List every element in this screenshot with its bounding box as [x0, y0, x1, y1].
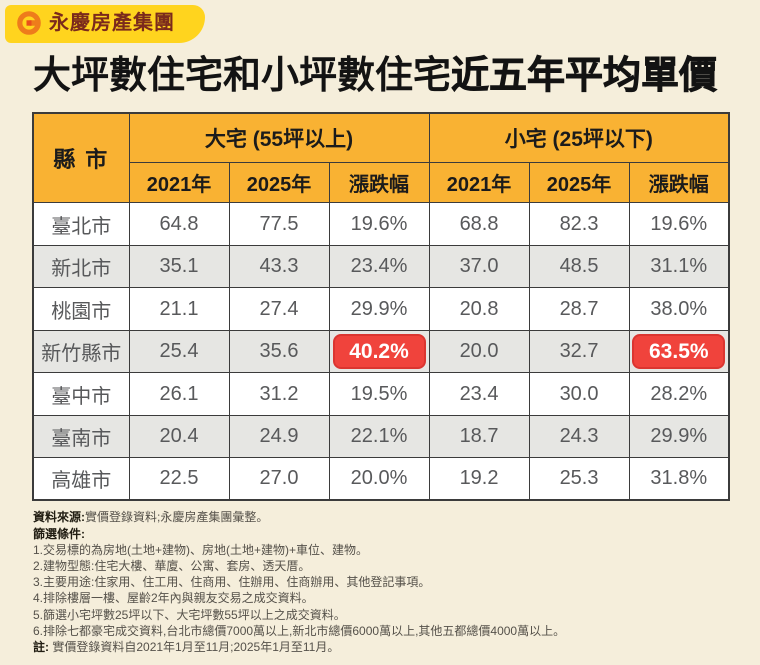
note-source: 資料來源:實價登錄資料;永慶房產集團彙整。: [33, 509, 727, 525]
table-row-taichung: 臺中市 26.1 31.2 19.5% 23.4 30.0 28.2%: [32, 372, 730, 416]
cell-value: 24.3: [528, 414, 630, 459]
cell-value: 22.5: [128, 457, 230, 501]
table-row-tainan: 臺南市 20.4 24.9 22.1% 18.7 24.3 29.9%: [32, 414, 730, 459]
header-large-2021: 2021年: [128, 162, 230, 204]
cell-city: 桃園市: [32, 287, 130, 331]
cell-city: 新北市: [32, 244, 130, 289]
note-filter-label: 篩選條件:: [33, 526, 85, 541]
table-row-kaohsiung: 高雄市 22.5 27.0 20.0% 19.2 25.3 31.8%: [32, 457, 730, 501]
footnotes: 資料來源:實價登錄資料;永慶房產集團彙整。 篩選條件: 1.交易標的為房地(土地…: [33, 509, 727, 655]
cell-value: 48.5: [528, 244, 630, 289]
note-footnote-label: 註:: [33, 639, 49, 654]
page-title-emphasis: 近五年平均單價: [451, 55, 718, 98]
note-item-1: 1.交易標的為房地(土地+建物)、房地(土地+建物)+車位、建物。: [33, 542, 369, 557]
cell-value: 43.3: [228, 244, 330, 289]
cell-value: 29.9%: [328, 287, 430, 331]
cell-city: 新竹縣市: [32, 329, 130, 374]
cell-value: 30.0: [528, 372, 630, 416]
header-large-2025: 2025年: [228, 162, 330, 204]
cell-value: 27.4: [228, 287, 330, 331]
cell-value: 20.4: [128, 414, 230, 459]
cell-value: 31.8%: [628, 457, 730, 501]
cell-city: 臺南市: [32, 414, 130, 459]
cell-value: 64.8: [128, 202, 230, 246]
cell-value-highlighted: 40.2%: [328, 329, 430, 374]
cell-value: 28.2%: [628, 372, 730, 416]
cell-value: 19.6%: [328, 202, 430, 246]
cell-value: 21.1: [128, 287, 230, 331]
cell-value: 31.1%: [628, 244, 730, 289]
highlight-badge-small: 63.5%: [632, 334, 726, 370]
cell-value: 32.7: [528, 329, 630, 374]
cell-value: 37.0: [428, 244, 530, 289]
cell-city: 高雄市: [32, 457, 130, 501]
header-small-2021: 2021年: [428, 162, 530, 204]
cell-value: 68.8: [428, 202, 530, 246]
note-item-3: 3.主要用途:住家用、住工用、住商用、住辦用、住商辦用、其他登記事項。: [33, 575, 431, 590]
price-table: 縣 市 大宅 (55坪以上) 小宅 (25坪以下) 2021年 2025年 漲跌…: [32, 111, 731, 502]
cell-value: 31.2: [228, 372, 330, 416]
note-item-6: 6.排除七都豪宅成交資料,台北市總價7000萬以上,新北市總價6000萬以上,其…: [33, 623, 566, 638]
cell-value: 20.8: [428, 287, 530, 331]
header-group-small: 小宅 (25坪以下): [428, 112, 730, 164]
cell-value: 38.0%: [628, 287, 730, 331]
cell-value: 20.0: [428, 329, 530, 374]
cell-value: 25.3: [528, 457, 630, 501]
cell-value: 24.9: [228, 414, 330, 459]
table-row-hsinchu: 新竹縣市 25.4 35.6 40.2% 20.0 32.7 63.5%: [32, 329, 730, 374]
cell-value: 28.7: [528, 287, 630, 331]
cell-value: 26.1: [128, 372, 230, 416]
cell-value-highlighted: 63.5%: [628, 329, 730, 374]
cell-value: 29.9%: [628, 414, 730, 459]
header-large-change: 漲跌幅: [328, 162, 430, 204]
header-city: 縣 市: [32, 112, 130, 204]
cell-value: 23.4%: [328, 244, 430, 289]
cell-value: 22.1%: [328, 414, 430, 459]
page-title-normal: 大坪數住宅和小坪數住宅: [33, 55, 452, 97]
table-row-newtaipei: 新北市 35.1 43.3 23.4% 37.0 48.5 31.1%: [32, 244, 730, 289]
header-small-2025: 2025年: [528, 162, 630, 204]
cell-city: 臺中市: [32, 372, 130, 416]
header-group-row: 縣 市 大宅 (55坪以上) 小宅 (25坪以下): [32, 112, 730, 204]
brand-badge: 永慶房產集團: [5, 5, 205, 43]
brand-name: 永慶房產集團: [49, 12, 175, 34]
cell-value: 20.0%: [328, 457, 430, 501]
cell-value: 23.4: [428, 372, 530, 416]
cell-value: 27.0: [228, 457, 330, 501]
note-item-5: 5.篩選小宅坪數25坪以下、大宅坪數55坪以上之成交資料。: [33, 607, 346, 622]
header-sub-row: 2021年 2025年 漲跌幅 2021年 2025年 漲跌幅: [33, 162, 730, 204]
cell-city: 臺北市: [32, 202, 130, 246]
cell-value: 19.5%: [328, 372, 430, 416]
note-source-text: 實價登錄資料;永慶房產集團彙整。: [85, 510, 269, 525]
cell-value: 19.2: [428, 457, 530, 501]
note-item-2: 2.建物型態:住宅大樓、華廈、公寓、套房、透天厝。: [33, 558, 311, 573]
cell-value: 25.4: [128, 329, 230, 374]
note-item-4: 4.排除樓層一樓、屋齡2年內與親友交易之成交資料。: [33, 591, 314, 606]
cell-value: 35.6: [228, 329, 330, 374]
note-footnote: 註: 實價登錄資料自2021年1月至11月;2025年1月至11月。: [33, 639, 727, 655]
header-group-large: 大宅 (55坪以上): [128, 112, 430, 164]
header-small-change: 漲跌幅: [628, 162, 730, 204]
note-source-label: 資料來源:: [33, 510, 85, 525]
cell-value: 18.7: [428, 414, 530, 459]
cell-value: 35.1: [128, 244, 230, 289]
table-row-taipei: 臺北市 64.8 77.5 19.6% 68.8 82.3 19.6%: [32, 202, 730, 246]
table-row-taoyuan: 桃園市 21.1 27.4 29.9% 20.8 28.7 38.0%: [32, 287, 730, 331]
page-title: 大坪數住宅和小坪數住宅近五年平均單價: [33, 55, 760, 98]
highlight-badge-large: 40.2%: [332, 334, 426, 370]
note-footnote-text: 實價登錄資料自2021年1月至11月;2025年1月至11月。: [52, 639, 340, 654]
cell-value: 82.3: [528, 202, 630, 246]
cell-value: 77.5: [228, 202, 330, 246]
yungching-logo-icon: [17, 11, 41, 35]
cell-value: 19.6%: [628, 202, 730, 246]
